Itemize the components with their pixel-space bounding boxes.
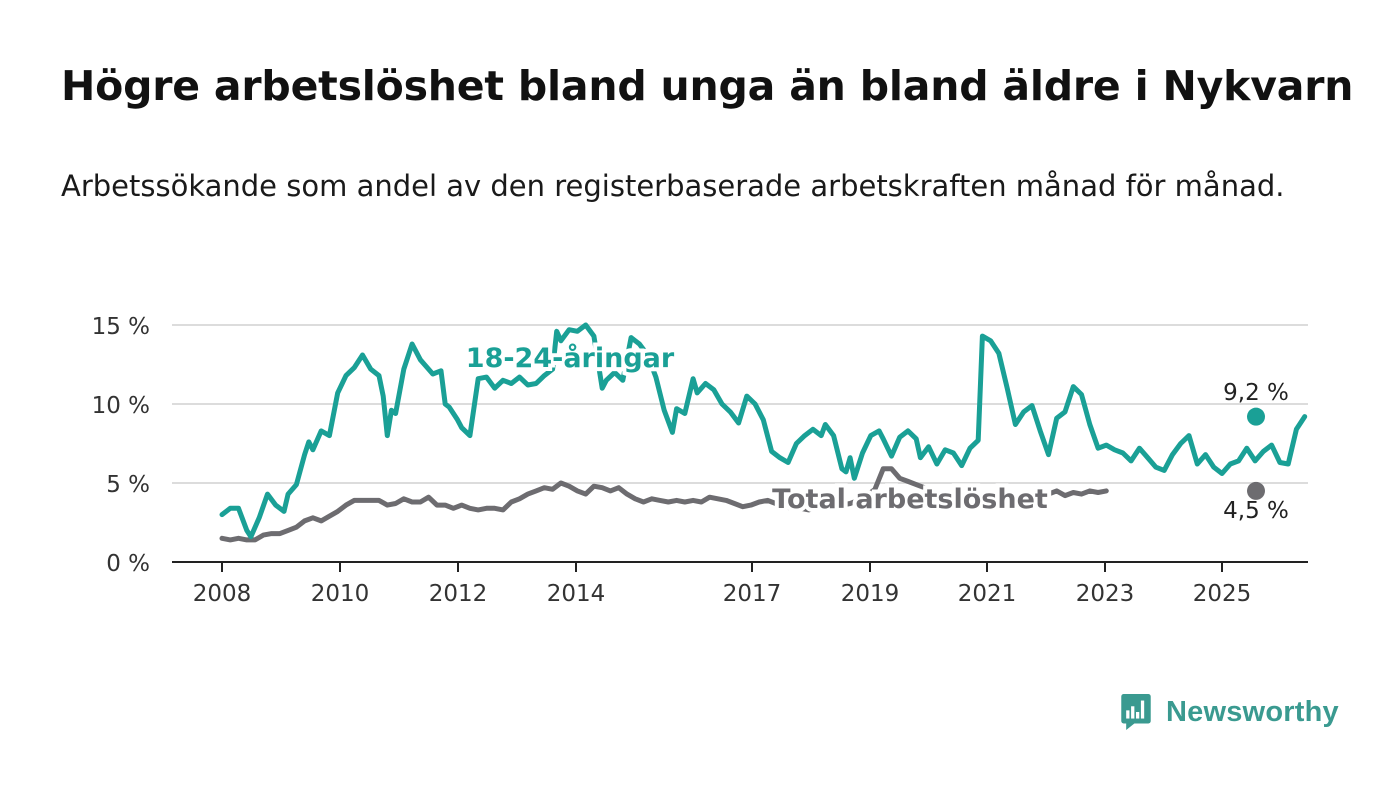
grid-lines xyxy=(172,324,1308,484)
y-tick-label: 15 % xyxy=(92,314,150,340)
series-label-youth-halo: 18-24-åringar xyxy=(466,342,675,374)
y-axis-tick-labels: 0 % 5 % 10 % 15 % xyxy=(92,314,150,577)
series-end-dot xyxy=(1247,407,1265,426)
x-tick-label: 2008 xyxy=(193,581,252,607)
newsworthy-logo: Newsworthy xyxy=(1118,690,1339,734)
end-label-youth: 9,2 % xyxy=(1223,380,1289,406)
x-axis-ticks: 2008 2010 2012 2014 2017 2019 2021 2023 2025 xyxy=(193,562,1252,607)
brand-name: Newsworthy xyxy=(1166,695,1339,728)
x-tick-label: 2019 xyxy=(841,581,900,607)
series-label-total-halo: Total arbetslöshet xyxy=(772,484,1048,515)
x-tick-label: 2010 xyxy=(311,581,370,607)
series-label-total: Total arbetslöshet xyxy=(772,484,1048,515)
series-label-youth: 18-24-åringar xyxy=(466,342,675,374)
bar-chart-speech-bubble-icon xyxy=(1121,694,1151,730)
end-label-total: 4,5 % xyxy=(1223,498,1289,524)
series-line-youth xyxy=(219,322,1308,540)
y-tick-label: 10 % xyxy=(92,393,150,419)
x-tick-label: 2017 xyxy=(723,581,782,607)
series-labels: 9,2 %4,5 %18-24-åringar18-24-åringarTota… xyxy=(462,338,1289,524)
x-tick-label: 2023 xyxy=(1076,581,1135,607)
y-tick-label: 0 % xyxy=(106,551,150,577)
x-tick-label: 2025 xyxy=(1193,581,1252,607)
series-lines xyxy=(219,322,1308,543)
x-tick-label: 2014 xyxy=(547,581,606,607)
chart-title: Högre arbetslöshet bland unga än bland ä… xyxy=(61,62,1354,110)
x-tick-label: 2021 xyxy=(958,581,1017,607)
series-end-dot xyxy=(1247,481,1265,500)
y-tick-label: 5 % xyxy=(106,472,150,498)
series-line-total xyxy=(219,466,1109,543)
chart-subtitle: Arbetssökande som andel av den registerb… xyxy=(61,169,1285,203)
x-tick-label: 2012 xyxy=(429,581,488,607)
